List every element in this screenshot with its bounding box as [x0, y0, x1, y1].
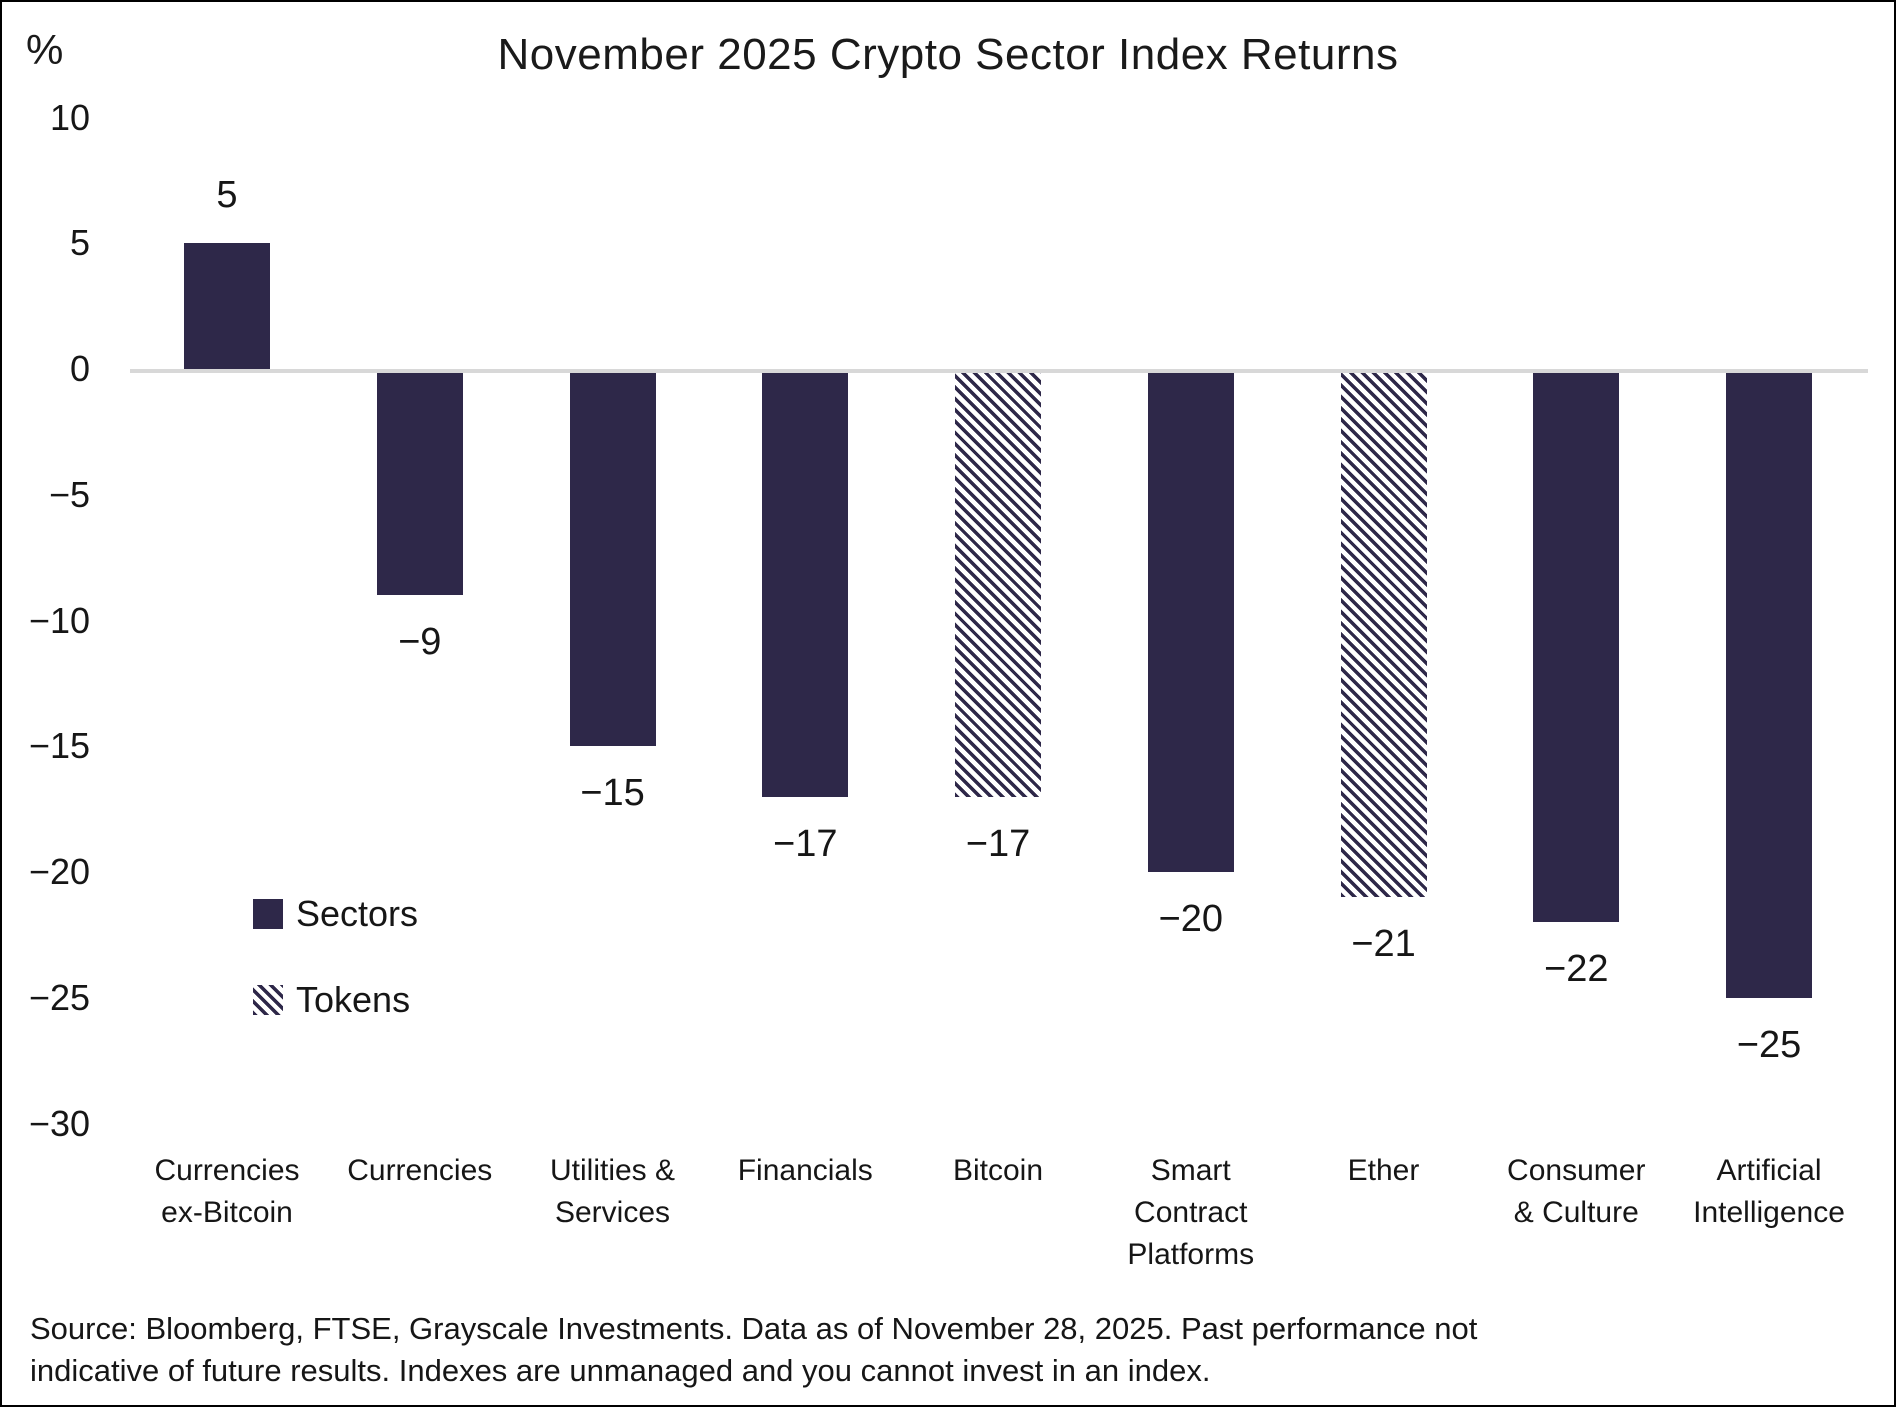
bar-value-label: −15 — [580, 772, 645, 815]
x-category-label-line: Platforms — [1127, 1238, 1255, 1271]
zero-baseline — [130, 369, 1868, 373]
chart-title: November 2025 Crypto Sector Index Return… — [497, 30, 1399, 79]
sectors-swatch-icon — [253, 899, 283, 929]
y-tick-label: −20 — [28, 851, 90, 892]
bar-value-label: −17 — [773, 822, 838, 865]
y-tick-label: −30 — [28, 1102, 90, 1144]
source-note-line-1: Source: Bloomberg, FTSE, Grayscale Inves… — [30, 1311, 1478, 1346]
bar-value-label: −17 — [965, 822, 1031, 865]
bar-value-label: −9 — [398, 621, 442, 664]
y-tick-label: −5 — [48, 473, 90, 515]
x-category-label: Smart Contract Platforms — [1094, 1150, 1288, 1276]
x-category-label-line: Currencies — [154, 1154, 300, 1187]
legend-label-tokens: Tokens — [296, 979, 411, 1020]
bar-value-label: −22 — [1544, 948, 1609, 991]
legend-item-tokens: Tokens — [253, 970, 418, 1030]
source-note: Source: Bloomberg, FTSE, Grayscale Inves… — [30, 1308, 1477, 1392]
bar-financials — [762, 373, 849, 797]
x-category-label: Bitcoin — [901, 1150, 1095, 1192]
x-category-label: Currencies — [323, 1150, 517, 1192]
x-category-label-line: Ether — [1347, 1154, 1420, 1187]
tokens-swatch-icon — [253, 985, 283, 1015]
legend-item-sectors: Sectors — [253, 884, 418, 944]
x-category-label: Consumer & Culture — [1479, 1150, 1673, 1234]
legend-label-sectors: Sectors — [296, 893, 419, 934]
x-category-label-line: Contract — [1134, 1196, 1248, 1229]
y-tick-label: −15 — [28, 725, 90, 767]
x-category-label-line: Smart — [1150, 1154, 1231, 1187]
x-category-label-line: Utilities & — [549, 1154, 676, 1187]
bar-smart-contract-platforms — [1147, 373, 1234, 872]
x-category-label: Utilities & Services — [516, 1150, 710, 1234]
bar-value-label: −25 — [1736, 1023, 1802, 1066]
x-category-label-line: Consumer — [1507, 1154, 1646, 1187]
bar-currencies — [376, 373, 463, 596]
bar-value-label: −20 — [1158, 898, 1223, 940]
x-category-label: Financials — [708, 1150, 902, 1192]
y-tick-label: −10 — [28, 599, 90, 641]
bar-artificial-intelligence — [1726, 373, 1812, 998]
y-axis-unit-label: % — [26, 26, 64, 73]
bar-currencies-ex-bitcoin — [184, 243, 270, 369]
y-tick-label: −25 — [28, 976, 90, 1018]
bar-value-label: −21 — [1351, 923, 1416, 966]
x-category-label-line: Intelligence — [1693, 1196, 1845, 1229]
x-category-label-line: & Culture — [1513, 1196, 1639, 1229]
x-category-label: Artificial Intelligence — [1672, 1150, 1866, 1234]
y-tick-label: 10 — [49, 96, 90, 138]
y-tick-label: 0 — [69, 348, 90, 389]
bar-utilities-services — [569, 373, 656, 747]
y-tick-label: 5 — [69, 222, 90, 264]
x-category-label-line: Bitcoin — [952, 1154, 1044, 1187]
x-category-label-line: Currencies — [347, 1154, 493, 1187]
x-category-label-line: Financials — [737, 1154, 873, 1187]
x-category-label-line: Services — [554, 1196, 671, 1229]
x-category-label: Ether — [1287, 1150, 1481, 1192]
bar-ether — [1340, 373, 1427, 898]
source-note-line-2: indicative of future results. Indexes ar… — [30, 1353, 1211, 1388]
x-category-label: Currencies ex-Bitcoin — [130, 1150, 324, 1234]
legend: Sectors Tokens — [253, 884, 418, 1056]
bar-bitcoin — [955, 373, 1041, 797]
bar-value-label: 5 — [216, 174, 238, 217]
x-category-label-line: Artificial — [1716, 1154, 1822, 1187]
bar-consumer-culture — [1533, 373, 1620, 923]
x-category-label-line: ex-Bitcoin — [161, 1196, 293, 1229]
